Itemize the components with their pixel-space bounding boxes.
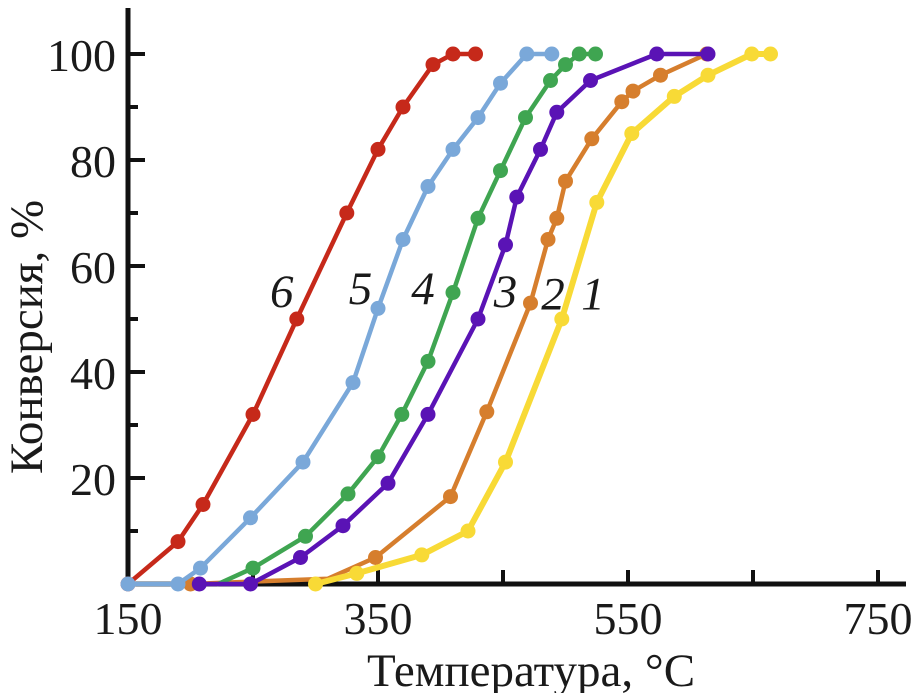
series-5-marker xyxy=(544,46,560,62)
series-6-marker xyxy=(370,141,386,157)
series-1-marker xyxy=(763,46,778,62)
series-2-marker xyxy=(614,94,630,110)
series-4-line xyxy=(215,51,598,587)
series-2-marker xyxy=(625,83,641,99)
series-1-marker xyxy=(554,311,570,327)
series-5-marker xyxy=(193,560,208,576)
x-tick-label-350: 350 xyxy=(344,593,413,644)
x-tick-label-150: 150 xyxy=(94,593,163,644)
series-1-marker xyxy=(460,523,476,539)
x-axis-title: Температура, °C xyxy=(367,645,695,693)
series-5-marker xyxy=(470,110,486,126)
series-5-marker xyxy=(243,510,258,526)
series-3-marker xyxy=(700,46,716,62)
curve-label-4: 4 xyxy=(411,263,435,315)
series-1-marker xyxy=(308,576,323,592)
series-4-marker xyxy=(470,210,486,226)
plot-area: 150 350 550 750 20 40 60 80 100 6 2 4 3 5 1 xyxy=(47,8,913,644)
curve-label-2: 2 xyxy=(541,269,565,321)
series-2-marker xyxy=(368,550,383,565)
series-5-marker xyxy=(345,375,361,391)
series-6-marker xyxy=(445,46,461,62)
series-3-marker xyxy=(533,141,548,157)
series-3-marker xyxy=(243,576,258,592)
series-1-line xyxy=(312,51,774,587)
curve-label-5: 5 xyxy=(349,263,373,315)
series-5-marker xyxy=(170,576,186,592)
series-4-marker xyxy=(518,110,533,126)
series-5-marker xyxy=(445,141,461,157)
y-tick-label-40: 40 xyxy=(70,348,116,399)
y-tick-label-20: 20 xyxy=(70,454,116,505)
y-tick-label-60: 60 xyxy=(70,242,116,293)
series-3-marker xyxy=(498,237,513,253)
y-axis-title: Конверсия, % xyxy=(1,200,53,474)
series-4-marker xyxy=(370,449,386,465)
series-3-marker xyxy=(470,311,486,327)
series-2-marker xyxy=(523,295,538,311)
y-tick-label-80: 80 xyxy=(70,136,116,187)
series-4-marker xyxy=(493,163,508,179)
series-4-marker xyxy=(558,57,573,73)
series-1-marker xyxy=(349,565,365,581)
series-4-marker xyxy=(340,486,356,502)
series-2-marker xyxy=(558,173,573,189)
series-6-marker xyxy=(195,497,211,512)
series-6-marker xyxy=(289,311,305,327)
series-5-marker xyxy=(120,576,136,592)
x-tick-label-550: 550 xyxy=(594,593,663,644)
series-3-marker xyxy=(649,46,665,62)
series-1-marker xyxy=(744,46,760,62)
series-1-marker xyxy=(498,454,513,470)
series-6-marker xyxy=(395,99,411,115)
series-5-marker xyxy=(295,454,311,470)
series-3-marker xyxy=(549,104,565,120)
series-3-line xyxy=(197,51,711,587)
y-tick-label-100: 100 xyxy=(47,30,116,81)
series-1-marker xyxy=(700,67,716,83)
series-4-marker xyxy=(298,528,313,544)
series-3-marker xyxy=(509,189,525,205)
series-4-marker xyxy=(571,46,587,62)
series-4-marker xyxy=(588,46,603,62)
series-6-marker xyxy=(170,534,186,550)
series-3-marker xyxy=(583,73,598,88)
curve-label-1: 1 xyxy=(581,269,605,321)
series-5-marker xyxy=(519,46,535,62)
series-6-marker xyxy=(339,205,355,221)
series-5-marker xyxy=(395,232,411,247)
series-1-marker xyxy=(589,194,605,210)
series-3-marker xyxy=(293,550,308,565)
series-2-marker xyxy=(540,232,556,247)
series-2-marker xyxy=(584,131,600,147)
series-1-marker xyxy=(624,126,640,141)
series-3-marker xyxy=(191,576,207,592)
series-6-marker xyxy=(245,406,261,422)
series-3-marker xyxy=(335,518,351,534)
series-4-marker xyxy=(445,285,461,300)
series-2-marker xyxy=(443,489,458,505)
series-5-marker xyxy=(370,300,386,316)
series-6-marker xyxy=(468,46,483,62)
series-4-marker xyxy=(394,406,410,422)
series-2-marker xyxy=(479,404,495,420)
series-4-marker xyxy=(543,73,558,88)
series-6-marker xyxy=(425,57,441,73)
series-2-marker xyxy=(653,67,668,83)
series-4-marker xyxy=(420,353,436,369)
series-5-marker xyxy=(493,75,508,91)
curve-label-3: 3 xyxy=(493,266,518,318)
series-1-marker xyxy=(414,547,430,563)
curve-label-6: 6 xyxy=(270,266,294,318)
series-3-marker xyxy=(380,475,396,491)
series-3-marker xyxy=(420,406,436,422)
x-tick-label-750: 750 xyxy=(844,593,913,644)
series-2-marker xyxy=(549,210,565,226)
series-5-marker xyxy=(420,179,436,194)
series-4-marker xyxy=(245,560,261,576)
series-1-marker xyxy=(666,88,682,104)
